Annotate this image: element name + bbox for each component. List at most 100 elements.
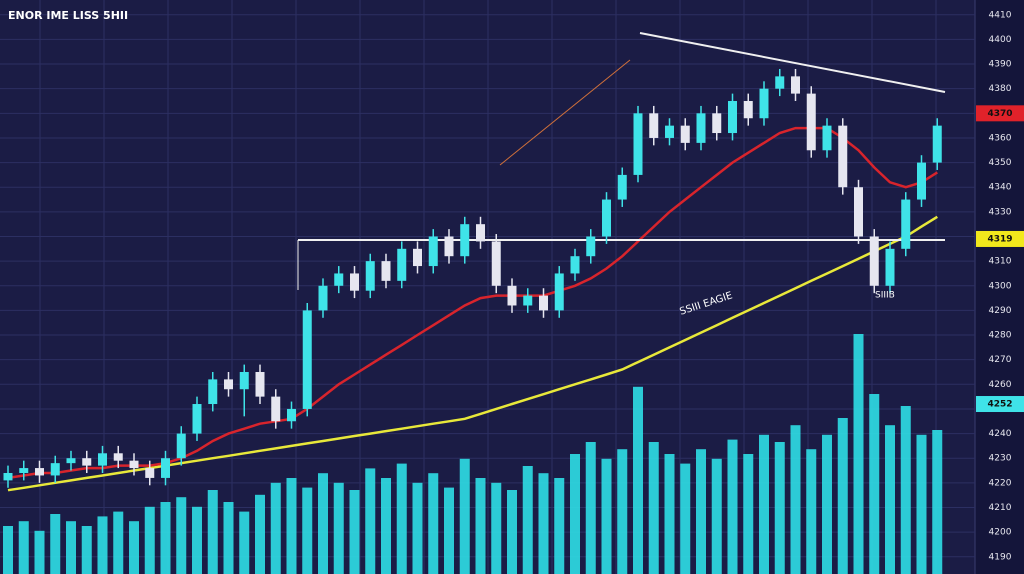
candle-body [302, 310, 312, 409]
y-tick-label: 4310 [989, 257, 1012, 267]
candle-body [554, 273, 564, 311]
y-tick-label: 4220 [989, 478, 1012, 488]
candle-body [192, 404, 202, 434]
volume-bar [270, 482, 281, 574]
candle-body [617, 174, 627, 200]
candle-body [255, 371, 265, 397]
candle-body [318, 285, 328, 311]
volume-bar [664, 454, 675, 574]
candle-body [712, 113, 722, 134]
volume-bar [932, 430, 943, 574]
volume-bar [491, 482, 502, 574]
trendline [639, 32, 946, 93]
volume-bar [459, 458, 470, 574]
volume-bar [617, 449, 628, 574]
volume-bar [396, 463, 407, 574]
grid [0, 0, 975, 574]
candle-body [901, 199, 911, 249]
y-tick-label: 4270 [989, 355, 1012, 365]
volume-bar [176, 497, 187, 574]
y-tick-label: 4190 [989, 552, 1012, 562]
candle-body [523, 295, 533, 306]
volume-bar [18, 521, 29, 574]
volume-bar [318, 473, 328, 574]
price-tag [976, 230, 1024, 247]
volume-bar [869, 394, 880, 574]
candle-body [161, 458, 170, 478]
y-tick-label: 4300 [989, 281, 1012, 291]
volume-bar [727, 439, 738, 574]
volume-bar [507, 490, 517, 574]
volume-bar [239, 511, 250, 574]
volume-bar [837, 418, 848, 574]
candle-body [759, 88, 769, 119]
candle-body [775, 76, 785, 89]
volume-bar [774, 442, 785, 574]
y-tick-label: 4230 [989, 454, 1012, 464]
volume-bar [759, 434, 769, 574]
candle-body [602, 199, 611, 237]
volume-bar [916, 434, 927, 574]
volume-bar [349, 490, 360, 574]
candle-body [476, 224, 485, 242]
y-tick-label: 4200 [989, 528, 1012, 538]
candle-body [743, 101, 753, 119]
volume [3, 334, 943, 574]
volume-bar [81, 526, 92, 574]
volume-bar [538, 473, 549, 574]
y-tick-label: 4360 [989, 133, 1012, 143]
candle-body [932, 125, 942, 163]
title: ENOR IME LISS 5HII [8, 9, 128, 22]
volume-bar [129, 521, 139, 574]
candle-body [460, 224, 470, 257]
y-tick-label: 4290 [989, 306, 1012, 316]
annotation: SIIIB [875, 291, 895, 301]
volume-bar [428, 473, 439, 574]
candle-body [680, 125, 690, 143]
volume-bar [822, 434, 832, 574]
candle-body [806, 93, 816, 151]
volume-bar [601, 458, 612, 574]
candle-body [539, 295, 548, 311]
price-tag-label: 4370 [987, 109, 1012, 119]
candle-body [791, 76, 800, 94]
candle-body [838, 125, 848, 188]
y-tick-label: 4340 [989, 183, 1012, 193]
volume-bar [286, 478, 297, 574]
volume-bar [585, 442, 596, 574]
candle-body [491, 241, 501, 286]
volume-bar [50, 514, 61, 574]
candle-body [822, 125, 832, 151]
candle-body [633, 113, 643, 175]
volume-bar [680, 463, 691, 574]
candle-body [3, 472, 13, 481]
y-tick-label: 4260 [989, 380, 1012, 390]
candle-body [381, 261, 391, 281]
candle-body [507, 285, 517, 306]
volume-bar [806, 449, 817, 574]
candle-body [287, 408, 296, 422]
y-tick-label: 4390 [989, 60, 1012, 70]
candle-body [854, 187, 863, 237]
candle-body [586, 236, 596, 257]
volume-bar [711, 458, 722, 574]
candle-body [145, 468, 155, 478]
volume-bar [522, 466, 533, 574]
candle-body [350, 273, 359, 291]
volume-bar [475, 478, 486, 574]
axis-labels: 4410440043904380437043604350434043304320… [976, 10, 1024, 562]
candle-body [728, 101, 737, 134]
volume-bar [223, 502, 234, 574]
y-tick-label: 4210 [989, 503, 1012, 513]
candle-body [696, 113, 706, 143]
volume-bar [207, 490, 218, 574]
y-tick-label: 4280 [989, 331, 1012, 341]
price-tag [976, 105, 1024, 122]
volume-bar [144, 506, 155, 574]
volume-bar [66, 521, 76, 574]
price-tag [976, 396, 1024, 413]
price-axis [975, 0, 1024, 574]
volume-bar [790, 425, 801, 574]
candle-body [444, 236, 454, 257]
